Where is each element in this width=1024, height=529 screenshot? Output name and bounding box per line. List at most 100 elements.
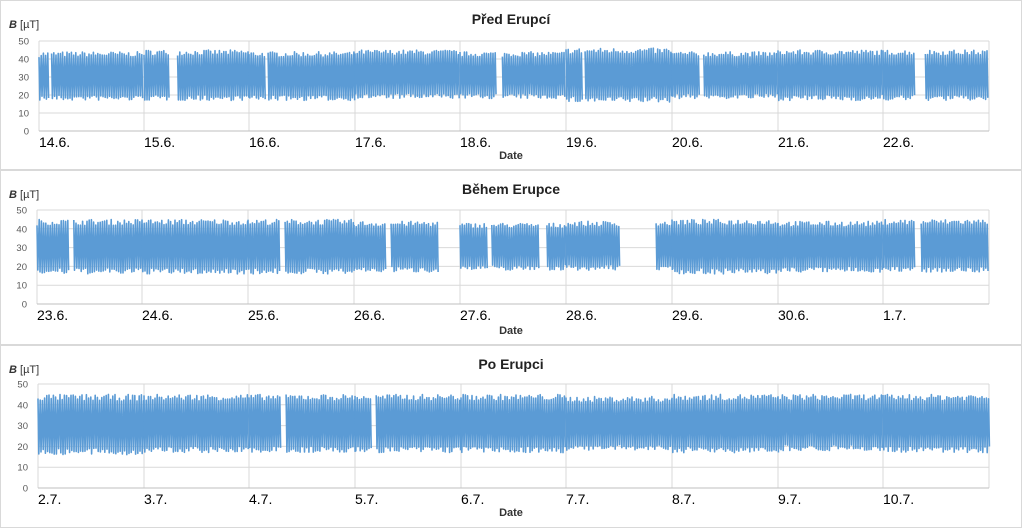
y-axis-label: B [µT] bbox=[9, 364, 39, 376]
x-tick-label: 2.7. bbox=[38, 491, 61, 507]
series-line bbox=[459, 222, 488, 270]
chart-plot: 0 10 20 30 40 50 2.7. 3.7. 4.7. 5.7. 6.7. 7.7. 8.7. 9… bbox=[17, 380, 991, 507]
y-tick-label: 0 bbox=[23, 484, 28, 495]
x-tick-label: 28.6. bbox=[566, 307, 597, 323]
x-tick-label: 5.7. bbox=[355, 491, 378, 507]
chart-panel-pred-erupci: 0 10 20 30 40 50 14.6. 15.6. 16.6. 17.6. 18.6. 19.6… bbox=[0, 0, 1022, 170]
y-axis-unit: [µT] bbox=[20, 364, 40, 376]
y-tick-label: 50 bbox=[16, 206, 27, 217]
x-tick-label: 26.6. bbox=[354, 307, 385, 323]
series-line bbox=[491, 222, 540, 271]
series-line bbox=[882, 49, 916, 101]
x-tick-label: 22.6. bbox=[883, 134, 914, 150]
x-tick-label: 8.7. bbox=[672, 491, 695, 507]
series-line bbox=[777, 393, 883, 452]
x-axis-label: Date bbox=[499, 150, 523, 162]
x-tick-label: 16.6. bbox=[249, 134, 280, 150]
x-tick-label: 24.6. bbox=[142, 307, 173, 323]
series-line bbox=[354, 395, 372, 453]
y-axis-symbol: B bbox=[9, 364, 17, 376]
series-line bbox=[920, 219, 989, 273]
series-line bbox=[353, 221, 387, 273]
x-tick-label: 3.7. bbox=[144, 491, 167, 507]
chart-title: Před Erupcí bbox=[471, 11, 551, 27]
x-tick-label: 30.6. bbox=[778, 307, 809, 323]
series-line bbox=[777, 49, 883, 102]
y-tick-label: 10 bbox=[17, 463, 28, 474]
series-line bbox=[584, 47, 673, 103]
y-tick-label: 20 bbox=[18, 91, 29, 102]
y-tick-label: 40 bbox=[17, 400, 28, 411]
y-tick-label: 20 bbox=[17, 442, 28, 453]
series-line bbox=[141, 218, 250, 275]
y-tick-label: 30 bbox=[18, 73, 29, 84]
series-line bbox=[546, 222, 567, 271]
x-axis-label: Date bbox=[499, 325, 523, 337]
y-axis-unit: [µT] bbox=[20, 189, 40, 201]
y-tick-label: 30 bbox=[16, 243, 27, 254]
y-axis-symbol: B bbox=[9, 19, 17, 31]
y-tick-label: 30 bbox=[17, 421, 28, 432]
x-tick-label: 29.6. bbox=[672, 307, 703, 323]
series-line bbox=[176, 49, 250, 102]
series-line bbox=[73, 218, 144, 275]
y-tick-label: 50 bbox=[17, 380, 28, 391]
series-line bbox=[248, 52, 266, 100]
y-tick-label: 0 bbox=[24, 127, 29, 138]
series-line bbox=[671, 393, 780, 454]
series-line bbox=[38, 52, 50, 101]
chart-plot: 0 10 20 30 40 50 14.6. 15.6. 16.6. 17.6. 18.6. 19.6… bbox=[18, 37, 990, 150]
x-tick-label: 25.6. bbox=[248, 307, 279, 323]
y-tick-label: 50 bbox=[18, 37, 29, 48]
series-line bbox=[459, 51, 497, 100]
chart-title: Po Erupci bbox=[478, 356, 544, 372]
series-line bbox=[882, 393, 991, 454]
series-line bbox=[284, 218, 355, 275]
y-axis-label: B [µT] bbox=[9, 189, 39, 201]
x-tick-label: 20.6. bbox=[672, 134, 703, 150]
x-tick-label: 14.6. bbox=[39, 134, 70, 150]
series-line bbox=[882, 218, 916, 272]
y-tick-label: 10 bbox=[18, 109, 29, 120]
series-line bbox=[143, 393, 249, 454]
series-line bbox=[671, 218, 780, 275]
chart-plot: 0 10 20 30 40 50 23.6. 24.6. 25.6. 26.6. 27.6. 28.6… bbox=[16, 206, 990, 323]
series-line bbox=[354, 49, 460, 99]
x-tick-label: 18.6. bbox=[460, 134, 491, 150]
series-line bbox=[565, 395, 674, 451]
series-line bbox=[37, 393, 146, 456]
series-line bbox=[143, 49, 170, 101]
chart-title: Během Erupce bbox=[461, 181, 561, 197]
series-line bbox=[777, 220, 883, 273]
y-tick-label: 20 bbox=[16, 262, 27, 273]
series-line bbox=[565, 220, 621, 271]
series-line bbox=[703, 51, 778, 100]
series-line bbox=[267, 50, 356, 102]
x-tick-label: 17.6. bbox=[355, 134, 386, 150]
y-axis-label: B [µT] bbox=[9, 19, 39, 31]
chart-panel-po-erupci: 0 10 20 30 40 50 2.7. 3.7. 4.7. 5.7. 6.7. 7.7. 8.7. 9… bbox=[0, 345, 1022, 528]
series-line bbox=[655, 221, 674, 271]
series-line bbox=[285, 393, 356, 453]
x-tick-label: 15.6. bbox=[144, 134, 175, 150]
y-tick-label: 40 bbox=[16, 224, 27, 235]
y-axis-unit: [µT] bbox=[20, 19, 40, 31]
series-line bbox=[36, 218, 70, 274]
series-line bbox=[460, 393, 566, 454]
series-line bbox=[248, 393, 282, 453]
y-tick-label: 40 bbox=[18, 55, 29, 66]
y-axis-symbol: B bbox=[9, 189, 17, 201]
x-tick-label: 9.7. bbox=[778, 491, 801, 507]
series-line bbox=[390, 220, 439, 273]
series-line bbox=[671, 51, 700, 100]
y-tick-label: 0 bbox=[22, 300, 27, 311]
series-line bbox=[565, 48, 583, 103]
x-tick-label: 10.7. bbox=[883, 491, 914, 507]
x-tick-label: 19.6. bbox=[566, 134, 597, 150]
series-line bbox=[375, 393, 462, 454]
x-tick-label: 4.7. bbox=[249, 491, 272, 507]
y-tick-label: 10 bbox=[16, 281, 27, 292]
x-tick-label: 1.7. bbox=[883, 307, 906, 323]
series-line bbox=[247, 218, 281, 275]
x-axis-label: Date bbox=[499, 507, 523, 519]
